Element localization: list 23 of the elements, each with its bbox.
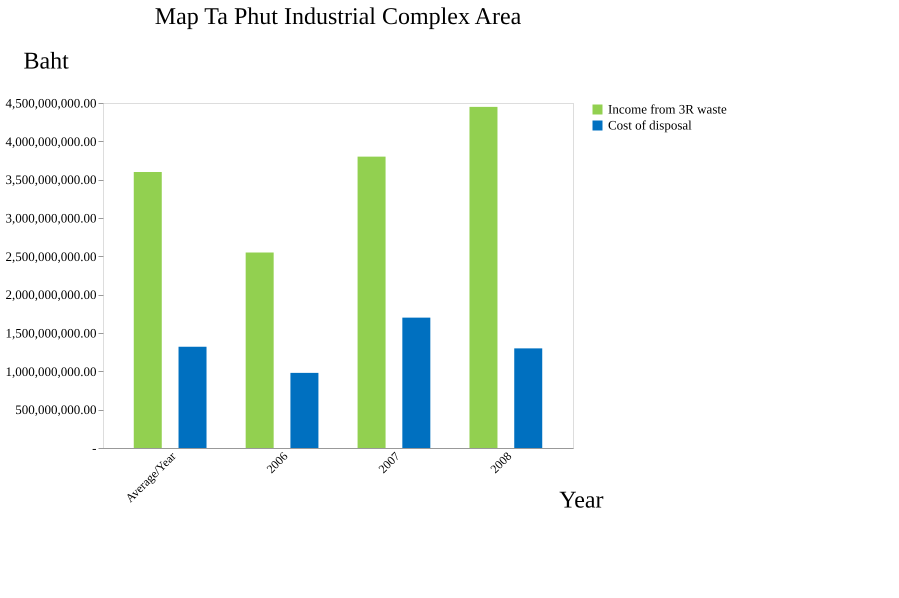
y-tick-label: 1,000,000,000.00 (6, 364, 96, 379)
y-tick-label: 4,000,000,000.00 (6, 134, 96, 149)
y-tick-label: 2,500,000,000.00 (6, 248, 96, 264)
y-tick-label: - (92, 440, 96, 456)
y-tick-label: 3,500,000,000.00 (6, 172, 96, 188)
chart-title: Map Ta Phut Industrial Complex Area (154, 4, 522, 30)
bar (134, 172, 162, 448)
x-axis-title: Year (559, 488, 604, 514)
y-tick-label: 2,000,000,000.00 (6, 287, 96, 302)
y-axis-title: Baht (24, 48, 70, 74)
legend-label: Cost of disposal (608, 118, 692, 132)
y-tick-label: 500,000,000.00 (15, 402, 96, 418)
bar (514, 348, 542, 448)
bar (469, 106, 498, 448)
bar (358, 156, 386, 448)
bar (246, 252, 274, 448)
legend-label: Income from 3R waste (608, 102, 727, 116)
y-tick-label: 4,500,000,000.00 (6, 96, 96, 110)
bar (290, 372, 318, 448)
bar (402, 318, 430, 448)
y-tick-label: 1,500,000,000.00 (6, 326, 96, 340)
y-tick-label: 3,000,000,000.00 (6, 210, 96, 226)
bar (178, 346, 207, 448)
